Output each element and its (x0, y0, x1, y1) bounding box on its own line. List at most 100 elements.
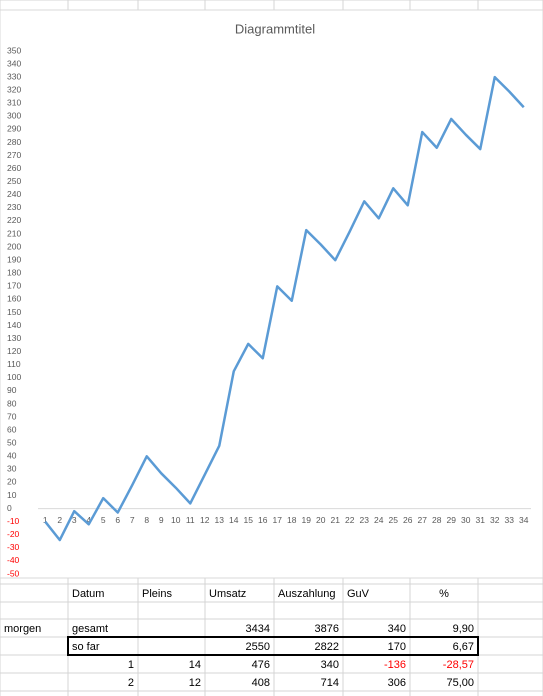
table-cell: gesamt (72, 623, 108, 635)
table-cell: 6,67 (453, 641, 474, 653)
x-tick-label: 2 (57, 515, 62, 525)
x-tick-label: 34 (519, 515, 529, 525)
y-tick-label: 150 (7, 307, 21, 317)
x-tick-label: 21 (331, 515, 341, 525)
x-tick-label: 11 (186, 515, 195, 525)
table-cell: 2822 (315, 641, 339, 653)
x-tick-label: 29 (447, 515, 457, 525)
y-tick-label: 210 (7, 228, 21, 238)
y-tick-label: 220 (7, 215, 21, 225)
table-cell: 408 (252, 677, 270, 689)
table-header: GuV (347, 588, 370, 600)
x-tick-label: 33 (505, 515, 515, 525)
y-tick-label: 350 (7, 45, 21, 55)
y-tick-label: 300 (7, 111, 21, 121)
table-cell: 3876 (315, 623, 339, 635)
table-header: Datum (72, 588, 104, 600)
x-tick-label: 26 (403, 515, 413, 525)
chart-title: Diagrammtitel (235, 21, 315, 36)
x-tick-label: 22 (345, 515, 355, 525)
table-cell: 3 (128, 695, 134, 696)
x-tick-label: 27 (418, 515, 428, 525)
y-tick-label: 100 (7, 372, 21, 382)
y-tick-label: 280 (7, 137, 21, 147)
x-tick-label: 32 (490, 515, 500, 525)
table-cell: 12 (189, 677, 201, 689)
y-tick-label: 0 (7, 503, 12, 513)
y-tick-label: 140 (7, 320, 21, 330)
table-cell: 306 (388, 677, 406, 689)
y-tick-label: 10 (7, 490, 17, 500)
y-tick-label: 190 (7, 254, 21, 264)
y-tick-label: 20 (7, 477, 17, 487)
x-tick-label: 8 (144, 515, 149, 525)
x-tick-label: 13 (215, 515, 225, 525)
x-tick-label: 3 (72, 515, 77, 525)
x-tick-label: 20 (316, 515, 326, 525)
y-tick-label: 160 (7, 294, 21, 304)
table-header: Umsatz (209, 588, 246, 600)
table-header: % (439, 588, 449, 600)
x-tick-label: 16 (258, 515, 268, 525)
y-tick-label: -20 (7, 529, 20, 539)
table-cell: 170 (388, 641, 406, 653)
table-cell: 14 (189, 659, 201, 671)
chart-area (0, 9, 543, 579)
y-tick-label: 340 (7, 58, 21, 68)
table-cell: morgen (4, 623, 41, 635)
y-tick-label: 90 (7, 385, 17, 395)
y-tick-label: 110 (7, 359, 21, 369)
y-tick-label: 130 (7, 333, 21, 343)
y-tick-label: 330 (7, 71, 21, 81)
x-tick-label: 9 (159, 515, 164, 525)
x-tick-label: 30 (461, 515, 471, 525)
x-tick-label: 31 (476, 515, 486, 525)
x-tick-label: 19 (302, 515, 312, 525)
table-cell: 340 (321, 659, 339, 671)
table-header: Pleins (142, 588, 172, 600)
table-cell: -28,57 (443, 659, 474, 671)
x-tick-label: 28 (432, 515, 442, 525)
y-tick-label: 120 (7, 346, 21, 356)
x-tick-label: 17 (273, 515, 283, 525)
table-cell: 1 (128, 659, 134, 671)
table-cell: -136 (384, 659, 406, 671)
table-cell: 3434 (246, 623, 270, 635)
y-tick-label: 260 (7, 163, 21, 173)
y-tick-label: 270 (7, 150, 21, 160)
y-tick-label: 290 (7, 124, 21, 134)
x-tick-label: 12 (200, 515, 210, 525)
table-cell: 340 (388, 623, 406, 635)
x-tick-label: 4 (86, 515, 91, 525)
y-tick-label: 170 (7, 281, 21, 291)
y-tick-label: -50 (7, 568, 20, 578)
y-tick-label: 180 (7, 268, 21, 278)
y-tick-label: 250 (7, 176, 21, 186)
x-tick-label: 15 (244, 515, 254, 525)
x-tick-label: 18 (287, 515, 297, 525)
y-tick-label: 70 (7, 411, 17, 421)
y-tick-label: 320 (7, 84, 21, 94)
x-tick-label: 1 (43, 515, 48, 525)
x-tick-label: 25 (389, 515, 399, 525)
y-tick-label: 310 (7, 98, 21, 108)
y-tick-label: -10 (7, 516, 20, 526)
y-tick-label: 80 (7, 398, 17, 408)
table-cell: 476 (252, 659, 270, 671)
x-tick-label: 6 (115, 515, 120, 525)
y-tick-label: 30 (7, 464, 17, 474)
y-tick-label: 50 (7, 438, 17, 448)
y-tick-label: 60 (7, 424, 17, 434)
y-tick-label: 240 (7, 189, 21, 199)
y-tick-label: 200 (7, 241, 21, 251)
table-cell: 2 (128, 677, 134, 689)
y-tick-label: -30 (7, 542, 20, 552)
y-tick-label: 40 (7, 451, 17, 461)
table-cell: 714 (321, 677, 339, 689)
x-tick-label: 14 (229, 515, 239, 525)
x-tick-label: 5 (101, 515, 106, 525)
y-tick-label: 230 (7, 202, 21, 212)
x-tick-label: 23 (360, 515, 370, 525)
x-tick-label: 24 (374, 515, 384, 525)
